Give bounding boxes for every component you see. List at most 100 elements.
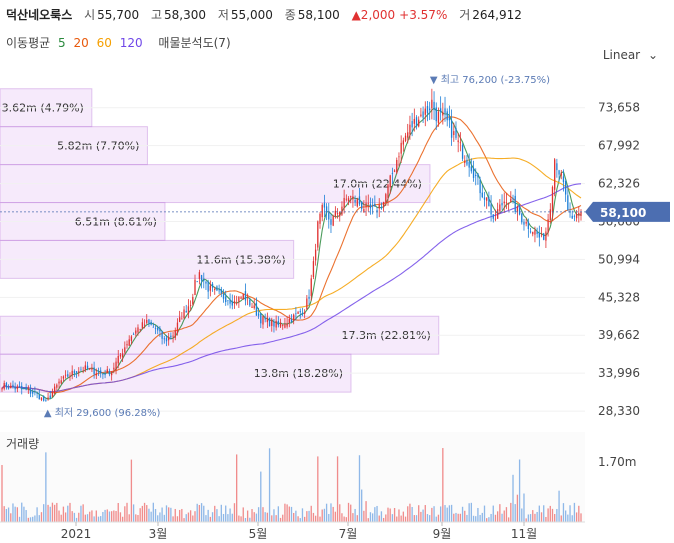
volume-bar <box>229 508 231 522</box>
volume-bar <box>431 507 433 522</box>
candle-body <box>418 119 420 127</box>
volume-bar <box>367 518 369 522</box>
candle-body <box>253 305 255 309</box>
candle-body <box>205 281 207 284</box>
candle-body <box>47 397 49 400</box>
volume-bar <box>53 504 56 522</box>
candle-body <box>174 330 176 338</box>
candle-body <box>466 159 468 165</box>
volume-bar <box>385 514 387 522</box>
volume-bar <box>84 514 87 522</box>
candle-body <box>126 344 128 346</box>
candle-body <box>455 128 457 138</box>
volume-bar <box>34 515 36 522</box>
volume-bar <box>192 515 194 522</box>
volume-bar <box>284 503 286 522</box>
axes: ▼ 최고 76,200 (-23.75%) ▲ 최저 29,600 (96.28%… <box>0 74 670 541</box>
volume-bar <box>545 516 547 522</box>
candles <box>1 88 582 402</box>
candle-body <box>62 376 65 379</box>
volume-bar <box>466 514 468 522</box>
candle-body <box>187 306 190 315</box>
volume-bar <box>194 511 196 522</box>
volume-bar <box>507 517 510 522</box>
volume-bar <box>187 512 190 522</box>
volume-bar <box>154 508 157 522</box>
candle-body <box>32 391 34 394</box>
close-price: 58,100 <box>297 8 340 22</box>
volume-bar <box>211 512 214 522</box>
volume-bar <box>290 506 293 522</box>
volume-bar <box>483 505 486 522</box>
candle-body <box>264 317 266 320</box>
candle-body <box>67 374 69 377</box>
volume-bar <box>200 503 203 522</box>
volume-bar <box>58 510 60 522</box>
volume-bar <box>413 515 415 522</box>
candle-body <box>244 291 247 301</box>
candle-body <box>367 203 369 205</box>
volume-bar <box>32 516 34 522</box>
volume-bar <box>40 512 43 522</box>
candle-body <box>470 166 473 172</box>
volume-bar <box>196 503 198 522</box>
candle-body <box>246 297 249 298</box>
volume-bar <box>356 515 358 522</box>
volume-bar <box>16 507 19 522</box>
candle-body <box>117 355 119 364</box>
volume-bar <box>51 502 54 522</box>
volume-bar <box>415 515 418 522</box>
candle-body <box>119 354 122 357</box>
volume-bar <box>341 513 343 522</box>
volume-bar <box>400 515 402 522</box>
volume-bar <box>148 508 150 522</box>
candle-body <box>437 111 440 123</box>
volume-bar <box>424 505 426 522</box>
ma-60[interactable]: 60 <box>96 36 112 50</box>
candle-body <box>398 156 400 158</box>
volume-profile: 3.62m (4.79%)5.82m (7.70%)17.0m (22.44%)… <box>0 88 440 393</box>
volume-bar <box>558 490 560 522</box>
volume-profile-toggle[interactable]: 매물분석도(7) <box>158 36 231 50</box>
scale-dropdown[interactable]: Linear ⌄ <box>603 48 658 62</box>
candle-body <box>229 299 231 304</box>
candle-body <box>89 368 91 370</box>
candle-body <box>352 196 354 200</box>
candle-body <box>181 318 183 320</box>
candle-body <box>163 338 165 340</box>
candle-body <box>266 317 269 323</box>
volume-bar <box>253 512 255 522</box>
candle-body <box>343 197 345 208</box>
volume-bar <box>128 514 130 522</box>
candle-body <box>496 209 499 219</box>
ma-20[interactable]: 20 <box>73 36 89 50</box>
candle-body <box>569 210 571 213</box>
candle-body <box>556 163 558 171</box>
candle-body <box>558 170 560 175</box>
ma-5[interactable]: 5 <box>58 36 66 50</box>
candle-body <box>356 199 358 207</box>
candle-body <box>538 232 540 238</box>
candle-body <box>575 214 578 219</box>
candle-body <box>5 382 8 388</box>
candle-body <box>29 389 32 394</box>
ma-120[interactable]: 120 <box>119 36 143 50</box>
volume-bar <box>308 510 310 522</box>
candle-body <box>299 310 301 313</box>
candle-body <box>325 206 328 213</box>
volume-bar <box>29 517 32 522</box>
volume-bar <box>227 514 229 522</box>
volume-bar <box>288 506 290 522</box>
candle-body <box>238 296 240 302</box>
volume-bar <box>255 513 258 522</box>
scale-label: Linear <box>602 48 641 62</box>
volume-bar <box>378 515 380 522</box>
volume-bar <box>444 505 446 522</box>
candle-body <box>200 275 203 281</box>
candle-body <box>365 202 367 207</box>
candle-body <box>371 205 374 207</box>
candle-body <box>446 111 448 121</box>
candle-body <box>501 202 503 206</box>
volume-bar <box>69 502 71 522</box>
